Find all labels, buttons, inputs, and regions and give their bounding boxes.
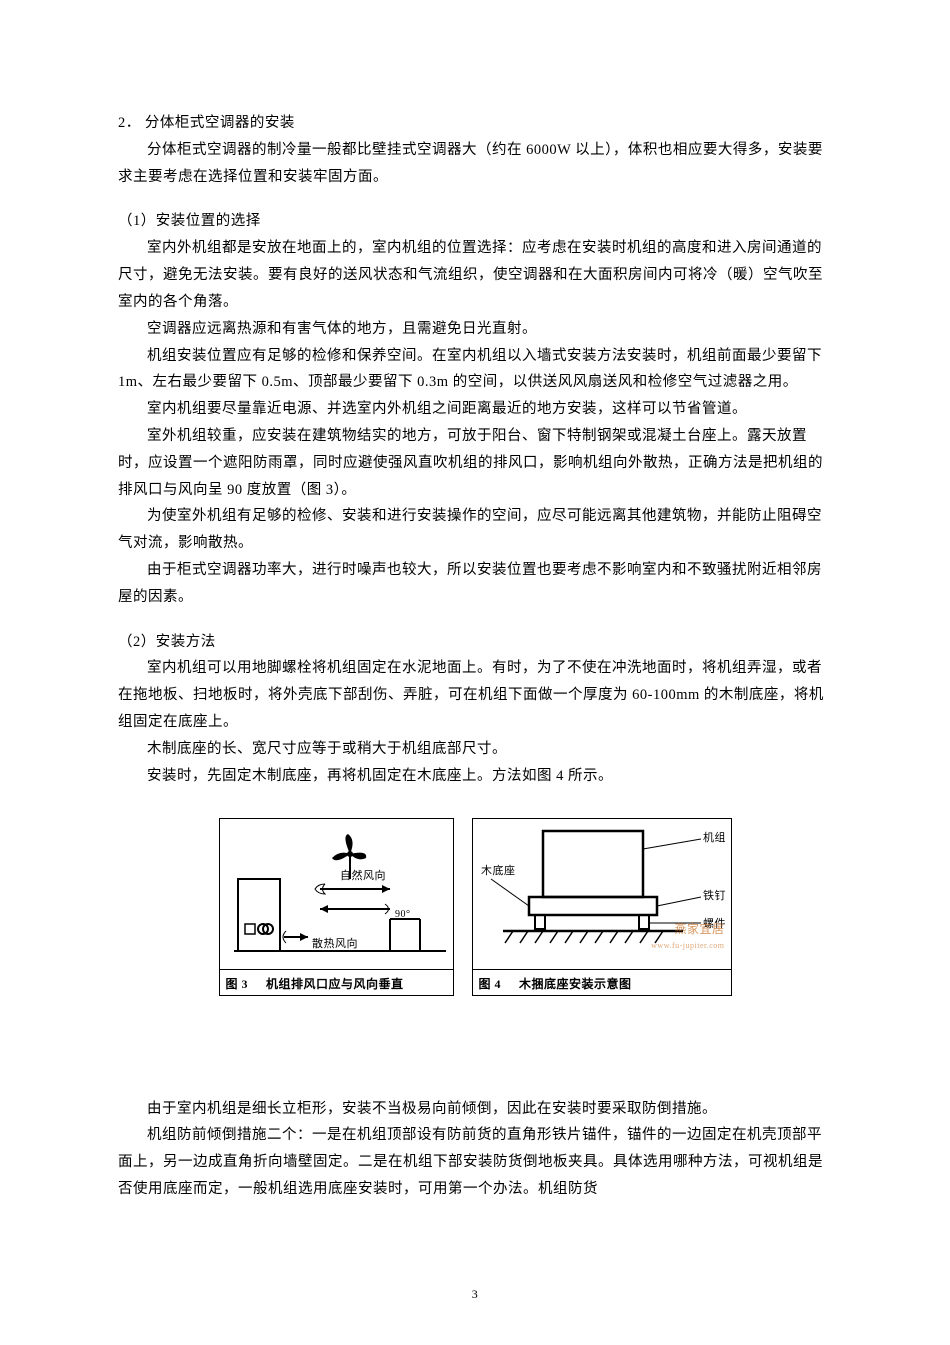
fig4-label-base: 木底座 bbox=[481, 863, 516, 877]
fig3-caption-text: 机组排风口应与风向垂直 bbox=[266, 973, 404, 995]
heading-title: 分体柜式空调器的安装 bbox=[145, 115, 295, 131]
section1-title: （1）安装位置的选择 bbox=[118, 208, 832, 235]
sec1-p1: 室内外机组都是安放在地面上的，室内机组的位置选择：应考虑在安装时机组的高度和进入… bbox=[118, 235, 832, 315]
intro-paragraph: 分体柜式空调器的制冷量一般都比壁挂式空调器大（约在 6000W 以上），体积也相… bbox=[118, 137, 832, 191]
sec1-p7: 由于柜式空调器功率大，进行时噪声也较大，所以安装位置也要考虑不影响室内和不致骚扰… bbox=[118, 557, 832, 611]
sec1-p4: 室内机组要尽量靠近电源、并选室内外机组之间距离最近的地方安装，这样可以节省管道。 bbox=[118, 396, 832, 423]
after-p2: 机组防前倾倒措施二个：一是在机组顶部设有防前货的直角形铁片锚件，锚件的一边固定在… bbox=[118, 1122, 832, 1202]
fig4-label-unit: 机组 bbox=[703, 830, 726, 844]
heading-number: 2． bbox=[118, 115, 141, 131]
sec1-p6: 为使室外机组有足够的检修、安装和进行安装操作的空间，应尽可能远离其他建筑物，并能… bbox=[118, 503, 832, 557]
fig4-label-nail: 铁钉 bbox=[703, 889, 726, 902]
fig4-watermark: 燕家宜居 bbox=[674, 918, 724, 940]
figure-4-caption: 图 4 木捆底座安装示意图 bbox=[473, 969, 731, 998]
after-p1: 由于室内机组是细长立柜形，安装不当极易向前倾倒，因此在安装时要采取防倒措施。 bbox=[118, 1096, 832, 1123]
fig4-caption-text: 木捆底座安装示意图 bbox=[519, 973, 632, 995]
figure-4: 机组 木底座 铁钉 螺件 燕家宜居 www.fu-jupiter.com 图 4… bbox=[472, 818, 732, 996]
fig3-caption-num: 图 3 bbox=[226, 973, 249, 995]
sec2-p3: 安装时，先固定木制底座，再将机固定在木底座上。方法如图 4 所示。 bbox=[118, 763, 832, 790]
figure-3-caption: 图 3 机组排风口应与风向垂直 bbox=[220, 969, 453, 998]
fig3-label-exhaust: 散热风向 bbox=[312, 936, 358, 950]
fig4-caption-num: 图 4 bbox=[479, 973, 502, 995]
sec2-p2: 木制底座的长、宽尺寸应等于或稍大于机组底部尺寸。 bbox=[118, 736, 832, 763]
figure-3-svg: 自然风向 散热风向 90° bbox=[220, 819, 453, 969]
section2-title: （2）安装方法 bbox=[118, 629, 832, 656]
page-number: 3 bbox=[118, 1283, 832, 1305]
fig3-label-natural: 自然风向 bbox=[340, 868, 386, 882]
sec1-p2: 空调器应远离热源和有害气体的地方，且需避免日光直射。 bbox=[118, 316, 832, 343]
figures-row: 自然风向 散热风向 90° 图 3 机组排风口应与风向垂直 bbox=[118, 818, 832, 996]
sec1-p3: 机组安装位置应有足够的检修和保养空间。在室内机组以入墙式安装方法安装时，机组前面… bbox=[118, 343, 832, 397]
sec2-p1: 室内机组可以用地脚螺栓将机组固定在水泥地面上。有时，为了不使在冲洗地面时，将机组… bbox=[118, 655, 832, 735]
figure-3: 自然风向 散热风向 90° 图 3 机组排风口应与风向垂直 bbox=[219, 818, 454, 996]
fig3-angle: 90° bbox=[395, 909, 411, 920]
heading-line: 2． 分体柜式空调器的安装 bbox=[118, 110, 832, 137]
fig4-watermark-sub: www.fu-jupiter.com bbox=[651, 939, 724, 954]
sec1-p5: 室外机组较重，应安装在建筑物结实的地方，可放于阳台、窗下特制钢架或混凝土台座上。… bbox=[118, 423, 832, 503]
